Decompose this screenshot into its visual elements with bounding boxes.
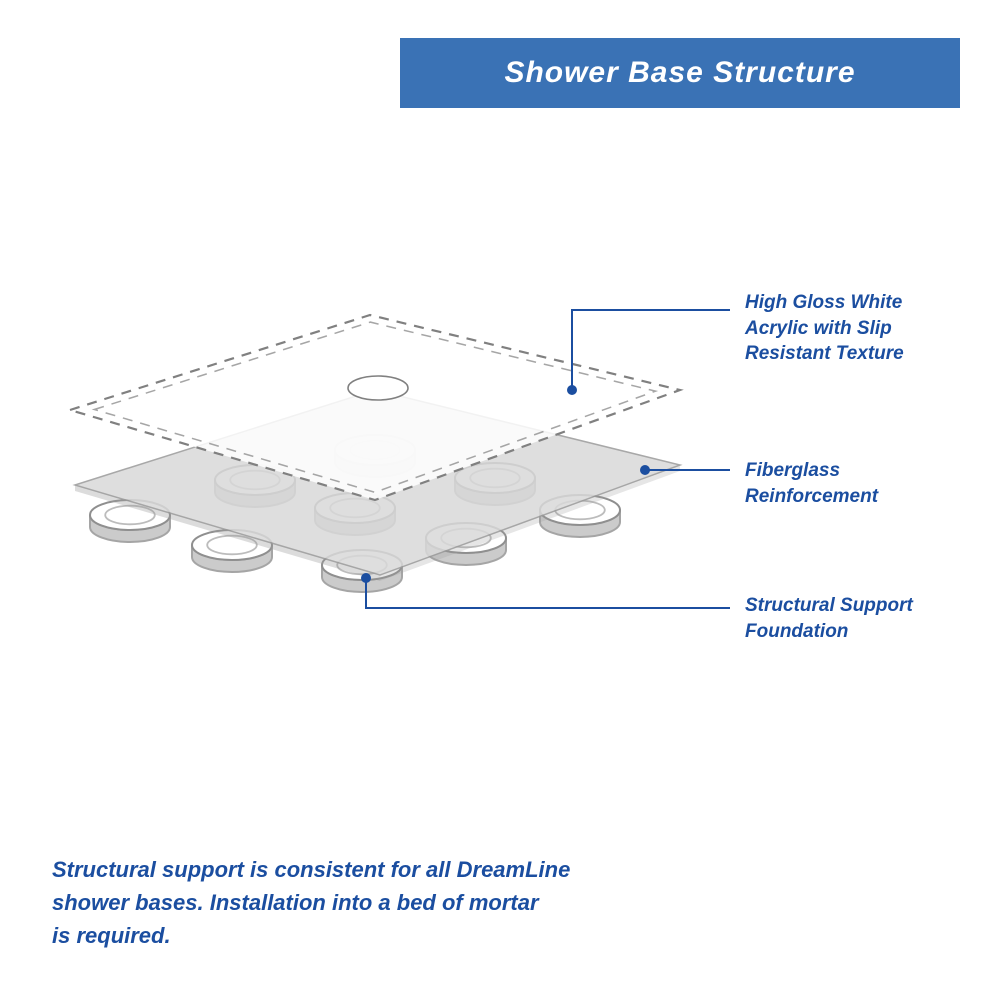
callout-top-layer: High Gloss WhiteAcrylic with SlipResista… bbox=[745, 290, 965, 367]
footer-note-text: Structural support is consistent for all… bbox=[52, 857, 570, 948]
callout-feet: Structural SupportFoundation bbox=[745, 593, 965, 644]
footer-note: Structural support is consistent for all… bbox=[52, 853, 752, 952]
callout-mid-layer: FiberglassReinforcement bbox=[745, 458, 965, 509]
callout-feet-text: Structural SupportFoundation bbox=[745, 595, 913, 642]
callout-top-layer-text: High Gloss WhiteAcrylic with SlipResista… bbox=[745, 292, 904, 364]
callout-mid-layer-text: FiberglassReinforcement bbox=[745, 460, 878, 507]
